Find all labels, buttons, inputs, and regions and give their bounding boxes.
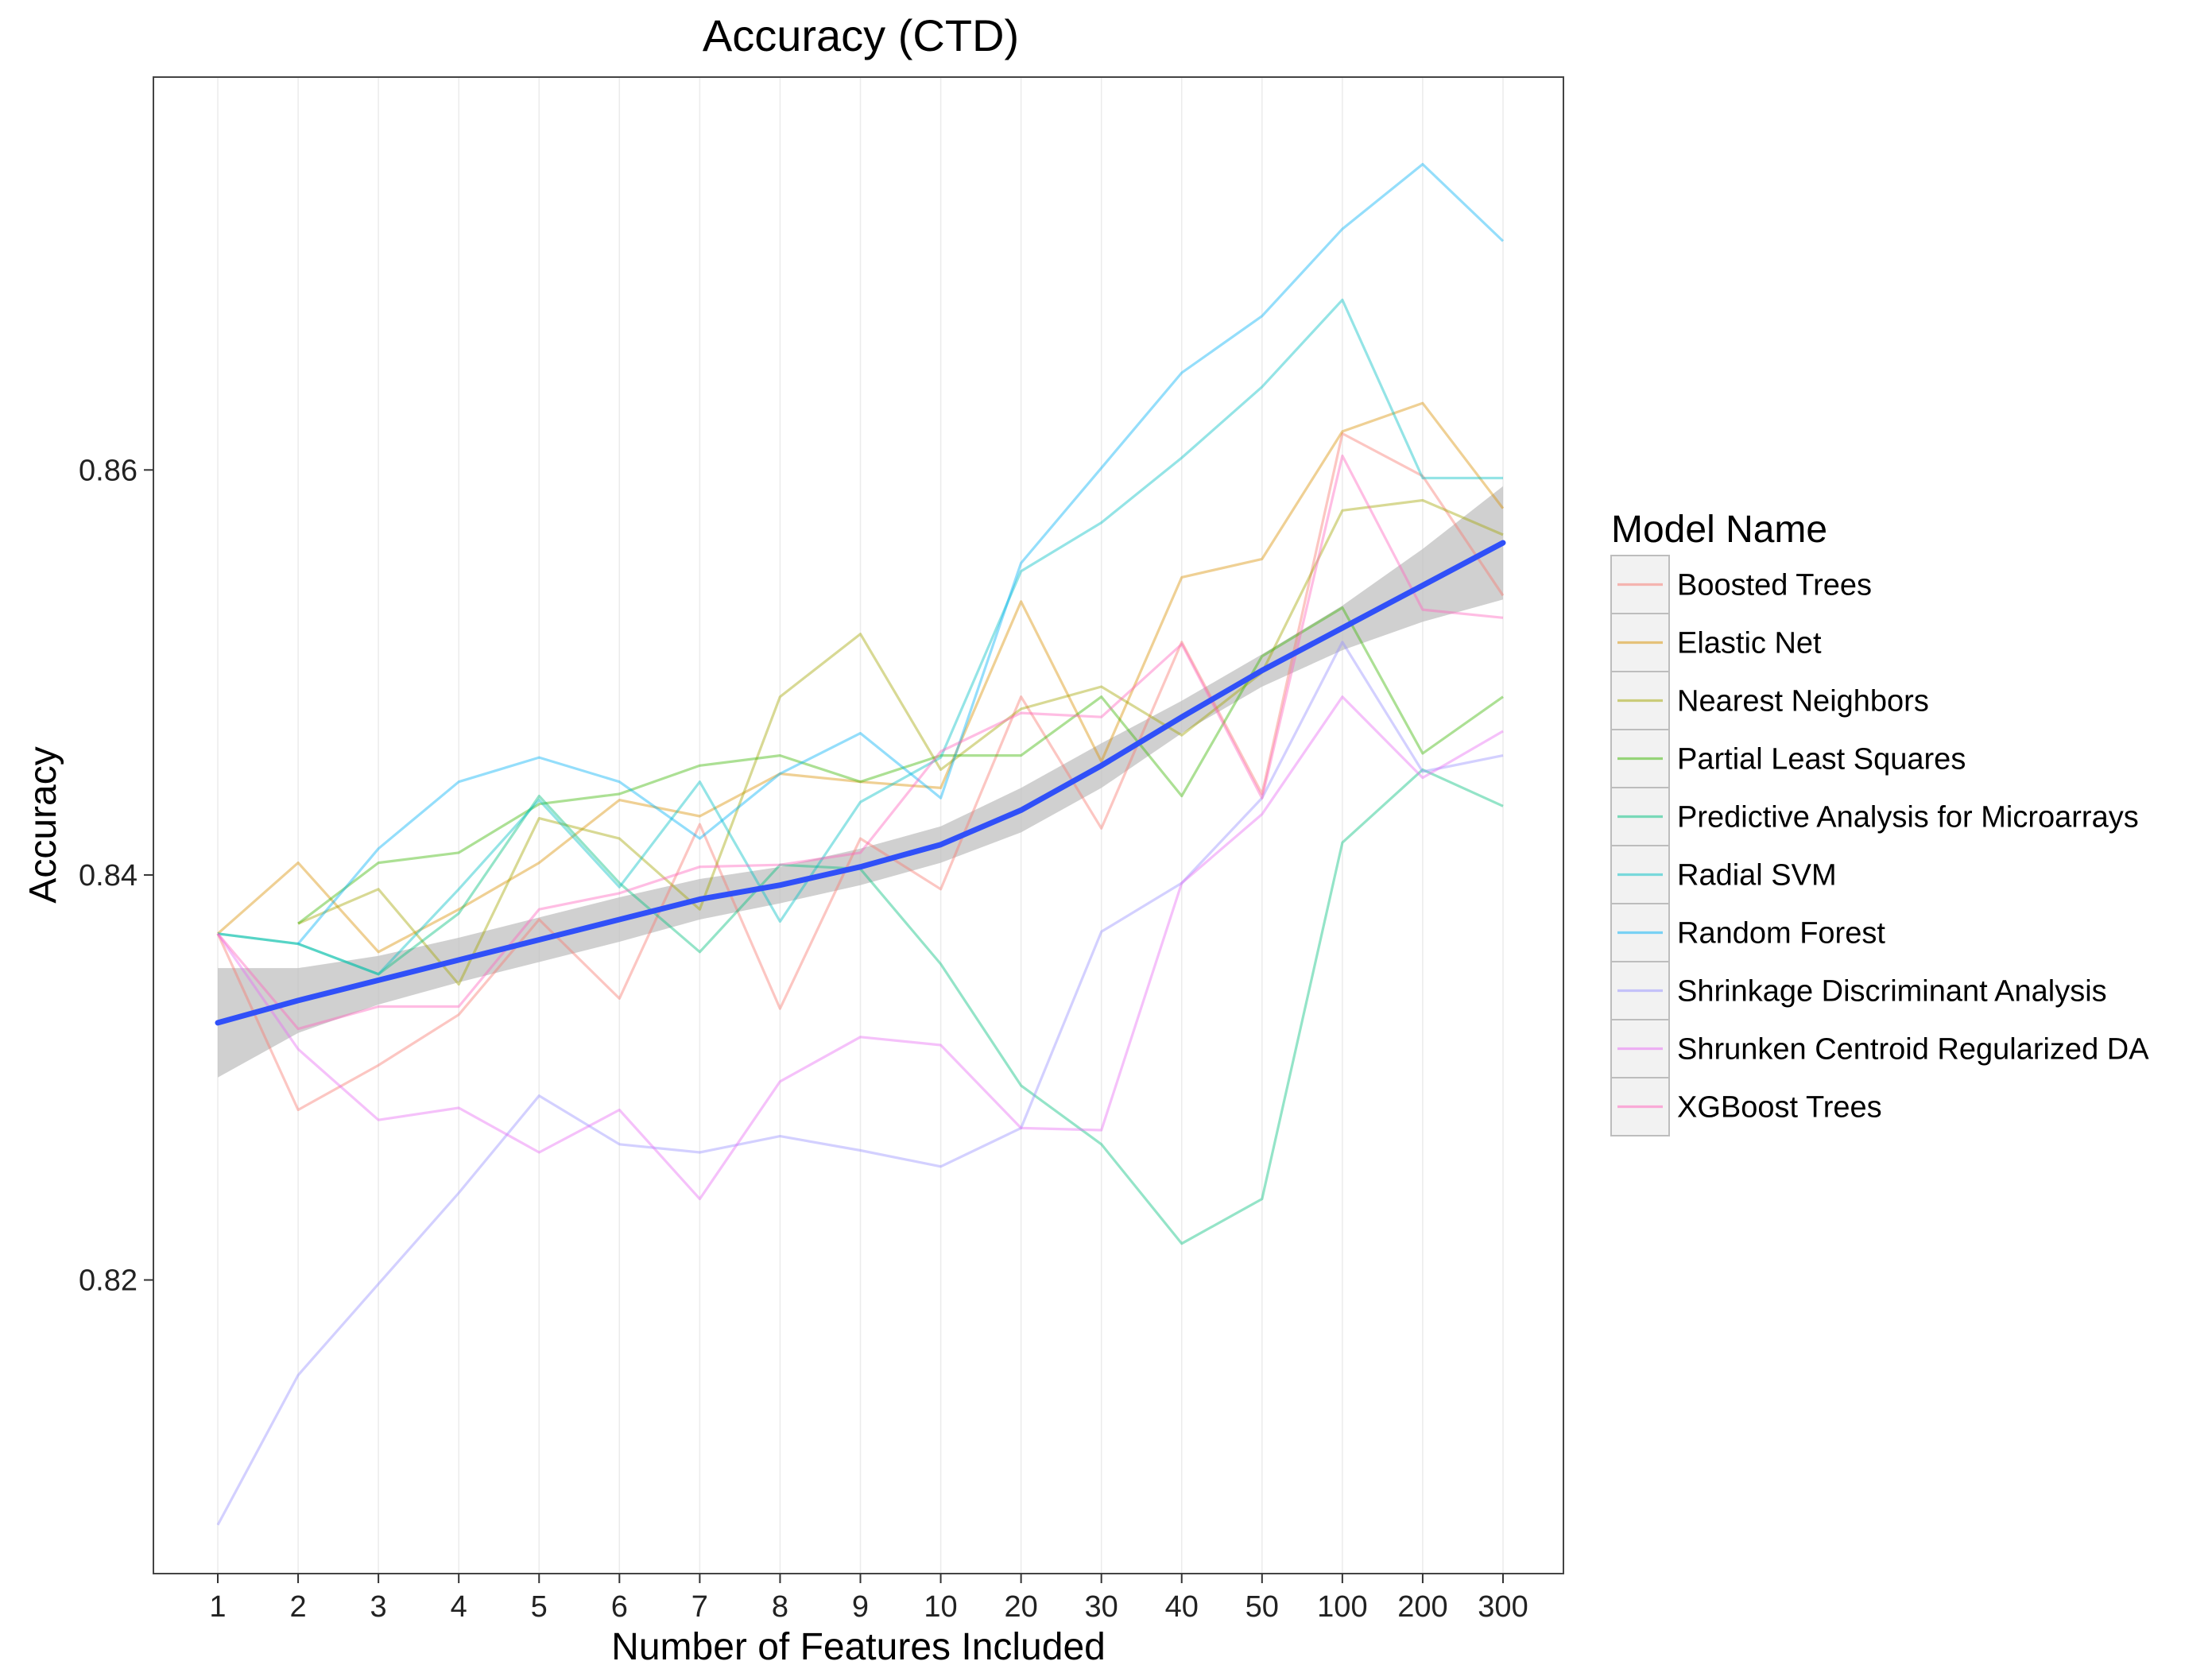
x-tick-label: 9	[852, 1590, 869, 1624]
series-line	[216, 432, 1505, 1112]
legend-label: Elastic Net	[1677, 627, 1822, 660]
x-tick-label: 100	[1317, 1590, 1367, 1624]
legend-label: Predictive Analysis for Microarrays	[1677, 801, 2139, 834]
legend-label: Shrinkage Discriminant Analysis	[1677, 975, 2107, 1009]
x-tick-label: 20	[1004, 1590, 1037, 1624]
legend-label: Random Forest	[1677, 917, 1885, 951]
legend-label: Nearest Neighbors	[1677, 685, 1929, 718]
trend-line-path	[215, 540, 1506, 1026]
legend-item: Shrinkage Discriminant Analysis	[1610, 961, 2107, 1020]
confidence-band	[218, 486, 1503, 1078]
legend-label: XGBoost Trees	[1677, 1091, 1882, 1125]
legend-item: Predictive Analysis for Microarrays	[1610, 787, 2139, 846]
y-axis-ticks: 0.82 0.84 0.86	[79, 454, 153, 1298]
y-axis-label: Accuracy	[22, 746, 64, 903]
series-line	[296, 163, 1505, 945]
x-tick-label: 200	[1397, 1590, 1447, 1624]
trend-line	[215, 540, 1506, 1026]
legend-title: Model Name	[1611, 509, 1827, 551]
x-tick-label: 3	[370, 1590, 387, 1624]
plot-panel	[153, 76, 1564, 1574]
legend-item: Boosted Trees	[1610, 555, 1872, 614]
legend-item: Nearest Neighbors	[1610, 671, 1929, 730]
confidence-band-area	[218, 486, 1503, 1078]
x-tick-label: 7	[691, 1590, 708, 1624]
legend-item: Partial Least Squares	[1610, 729, 1966, 788]
x-tick-label: 8	[772, 1590, 788, 1624]
legend-item: Radial SVM	[1610, 845, 1837, 904]
series-line	[216, 454, 1504, 1031]
x-tick-label: 5	[531, 1590, 548, 1624]
x-tick-label: 30	[1085, 1590, 1118, 1624]
y-tick-label: 0.86	[79, 454, 138, 487]
legend-item: Elastic Net	[1610, 613, 1822, 672]
legend-label: Radial SVM	[1677, 859, 1837, 893]
x-tick-label: 1	[209, 1590, 226, 1624]
legend-items: Boosted Trees Elastic Net Nearest Neighbor…	[1610, 555, 2149, 1136]
series-line	[217, 298, 1503, 976]
legend-item: Shrunken Centroid Regularized DA	[1610, 1019, 2149, 1078]
series-line	[297, 606, 1504, 925]
x-tick-label: 300	[1478, 1590, 1528, 1624]
grid-lines	[217, 78, 1504, 1573]
legend-item: Random Forest	[1610, 903, 1885, 962]
series-line	[297, 498, 1504, 986]
series-line	[216, 695, 1504, 1201]
chart-title: Accuracy (CTD)	[703, 10, 1019, 60]
x-tick-label: 40	[1165, 1590, 1199, 1624]
x-tick-label: 2	[289, 1590, 306, 1624]
legend-label: Boosted Trees	[1677, 569, 1872, 602]
y-tick-label: 0.84	[79, 859, 138, 893]
legend: Model Name Boosted Trees Elastic Net Neare…	[1610, 509, 2149, 1136]
y-tick-label: 0.82	[79, 1264, 138, 1298]
series-lines	[216, 163, 1505, 1526]
x-tick-label: 6	[611, 1590, 628, 1624]
x-axis-label: Number of Features Included	[611, 1626, 1106, 1665]
legend-label: Shrunken Centroid Regularized DA	[1677, 1033, 2149, 1067]
x-tick-label: 10	[924, 1590, 957, 1624]
x-tick-label: 50	[1245, 1590, 1279, 1624]
series-line	[216, 401, 1505, 954]
legend-item: XGBoost Trees	[1610, 1077, 1882, 1136]
series-line	[216, 641, 1504, 1526]
legend-label: Partial Least Squares	[1677, 743, 1966, 776]
x-tick-label: 4	[451, 1590, 467, 1624]
x-axis-ticks: 1 2 3 4 5 6 7 8 9 10 20 30 40 50 100 200 300	[209, 1574, 1528, 1624]
